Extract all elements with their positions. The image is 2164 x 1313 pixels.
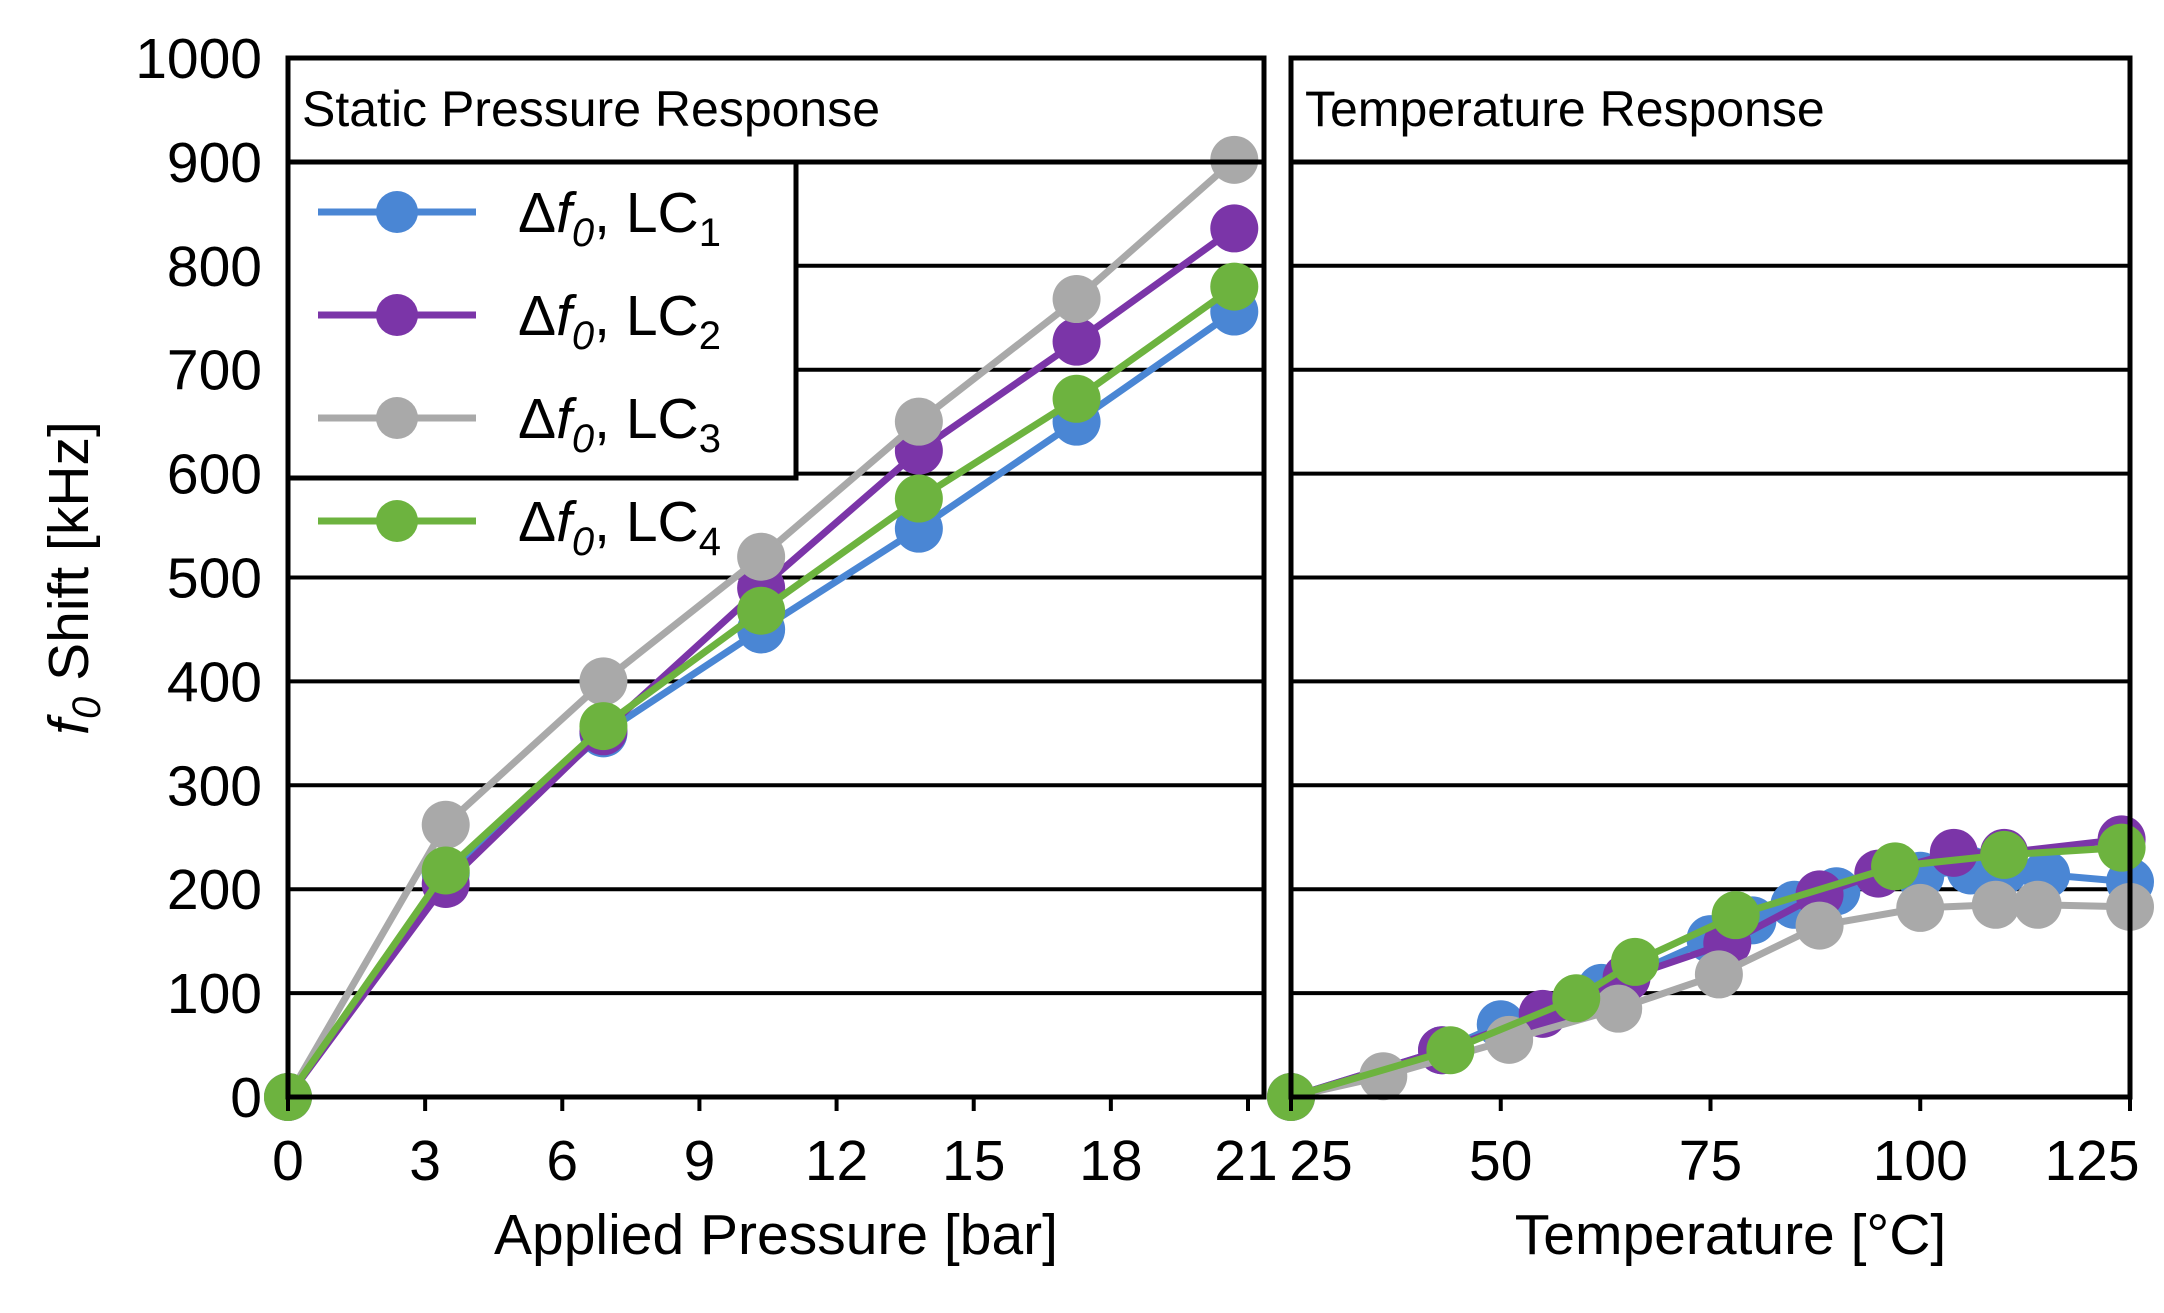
data-point-0-2-3 — [737, 532, 786, 581]
legend-label-index-2: 3 — [699, 417, 721, 461]
data-point-1-2-3 — [1594, 984, 1643, 1033]
data-point-1-3-7 — [2097, 823, 2146, 872]
x-tick-label-0-2: 6 — [546, 1129, 578, 1193]
x-tick-label-1-0: 25 — [1289, 1129, 1352, 1193]
legend-swatch-marker-0 — [376, 191, 418, 233]
data-point-1-1-7 — [1929, 828, 1978, 877]
legend-label-index-3: 4 — [699, 520, 721, 564]
x-tick-label-0-0: 0 — [272, 1129, 304, 1193]
y-tick-label-0: 0 — [230, 1066, 262, 1130]
data-point-0-3-5 — [1052, 374, 1101, 423]
x-tick-label-0-7: 21 — [1214, 1129, 1277, 1193]
legend-label-subscript-0: 0 — [572, 211, 594, 255]
plot-frame-0 — [285, 55, 1267, 1100]
y-tick-label-3: 300 — [167, 754, 262, 818]
y-tick-label-9: 900 — [167, 131, 262, 195]
data-point-1-3-4 — [1711, 891, 1760, 940]
legend-label-delta-1: Δ — [518, 284, 556, 348]
legend-label-2: Δf0, LC3 — [518, 387, 721, 461]
legend-swatch-marker-1 — [376, 294, 418, 336]
panel-title-1: Temperature Response — [1305, 81, 1825, 137]
legend-label-text-2: , LC — [594, 387, 699, 451]
y-tick-label-1: 100 — [167, 962, 262, 1026]
series-lines — [264, 135, 2154, 1121]
data-point-1-3-6 — [1980, 830, 2029, 879]
y-tick-label-4: 400 — [167, 650, 262, 714]
data-point-1-2-5 — [1795, 901, 1844, 950]
x-axis-title-1: Temperature [°C] — [1515, 1203, 1946, 1267]
data-point-1-2-7 — [1971, 880, 2020, 929]
data-point-0-3-4 — [894, 474, 943, 523]
legend-label-symbol-0: f — [556, 181, 577, 245]
legend-label-symbol-1: f — [556, 284, 577, 348]
y-axis-title: f0 Shift [kHz] — [37, 421, 109, 735]
x-axis-title-0: Applied Pressure [bar] — [494, 1203, 1058, 1267]
x-tick-label-0-6: 18 — [1079, 1129, 1142, 1193]
data-point-0-1-6 — [1210, 204, 1259, 253]
x-tick-label-1-1: 50 — [1469, 1129, 1532, 1193]
legend-label-0: Δf0, LC1 — [518, 181, 721, 255]
legend-label-text-1: , LC — [594, 284, 699, 348]
data-point-0-1-5 — [1052, 317, 1101, 366]
data-point-0-3-2 — [579, 702, 628, 751]
y-tick-label-8: 800 — [167, 235, 262, 299]
data-point-1-2-6 — [1896, 883, 1945, 932]
data-point-1-3-1 — [1426, 1026, 1475, 1075]
data-point-0-3-1 — [421, 846, 470, 895]
y-tick-label-5: 500 — [167, 547, 262, 611]
legend-label-index-1: 2 — [699, 314, 721, 358]
legend-label-symbol-3: f — [556, 490, 577, 554]
data-point-0-2-1 — [421, 800, 470, 849]
data-point-0-3-6 — [1210, 262, 1259, 311]
data-point-1-3-5 — [1871, 842, 1920, 891]
legend-swatch-marker-2 — [376, 397, 418, 439]
legend-label-delta-2: Δ — [518, 387, 556, 451]
data-point-0-2-2 — [579, 657, 628, 706]
x-tick-label-0-3: 9 — [684, 1129, 716, 1193]
data-point-1-2-8 — [2013, 880, 2062, 929]
legend-label-delta-3: Δ — [518, 490, 556, 554]
y-tick-label-6: 600 — [167, 443, 262, 507]
legend-label-subscript-1: 0 — [572, 314, 594, 358]
y-axis-title-subscript: 0 — [65, 697, 109, 719]
x-tick-label-0-5: 15 — [942, 1129, 1005, 1193]
y-tick-label-10: 1000 — [135, 27, 262, 91]
legend-label-subscript-3: 0 — [572, 520, 594, 564]
legend-label-delta-0: Δ — [518, 181, 556, 245]
legend-label-subscript-2: 0 — [572, 417, 594, 461]
y-axis-title-rest: Shift [kHz] — [37, 421, 101, 697]
panel-title-0: Static Pressure Response — [302, 81, 880, 137]
data-point-1-3-3 — [1610, 937, 1659, 986]
data-point-0-2-4 — [894, 397, 943, 446]
y-tick-label-7: 700 — [167, 339, 262, 403]
legend-swatch-marker-3 — [376, 500, 418, 542]
x-tick-label-0-4: 12 — [805, 1129, 868, 1193]
legend-label-index-0: 1 — [699, 211, 721, 255]
y-tick-label-2: 200 — [167, 858, 262, 922]
data-point-1-2-4 — [1694, 950, 1743, 999]
data-point-0-2-5 — [1052, 275, 1101, 324]
x-tick-label-1-3: 100 — [1873, 1129, 1968, 1193]
x-tick-label-1-2: 75 — [1679, 1129, 1742, 1193]
x-tick-label-1-4: 125 — [2044, 1129, 2139, 1193]
legend-label-text-0: , LC — [594, 181, 699, 245]
legend-label-symbol-2: f — [556, 387, 577, 451]
y-axis-title-symbol: f — [37, 714, 101, 735]
legend-label-3: Δf0, LC4 — [518, 490, 721, 564]
legend-label-1: Δf0, LC2 — [518, 284, 721, 358]
x-tick-label-0-1: 3 — [409, 1129, 441, 1193]
data-point-0-3-3 — [737, 586, 786, 635]
data-point-1-3-2 — [1552, 974, 1601, 1023]
legend-label-text-3: , LC — [594, 490, 699, 554]
